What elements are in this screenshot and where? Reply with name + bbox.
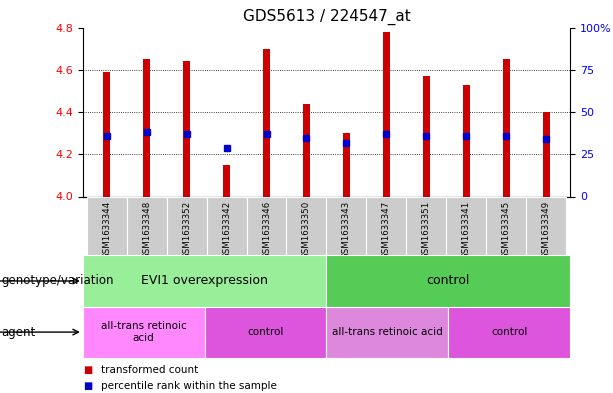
Bar xyxy=(83,255,326,307)
Text: control: control xyxy=(427,274,470,288)
Text: GSM1633349: GSM1633349 xyxy=(542,201,550,259)
Text: EVI1 overexpression: EVI1 overexpression xyxy=(141,274,268,288)
Text: GSM1633351: GSM1633351 xyxy=(422,201,431,259)
Bar xyxy=(486,196,526,255)
Bar xyxy=(167,196,207,255)
Bar xyxy=(183,61,190,196)
Bar xyxy=(463,84,470,196)
Text: control: control xyxy=(491,327,527,337)
Text: all-trans retinoic
acid: all-trans retinoic acid xyxy=(101,321,186,343)
Text: transformed count: transformed count xyxy=(101,365,199,375)
Bar xyxy=(286,196,326,255)
Bar xyxy=(343,133,350,196)
Text: GSM1633343: GSM1633343 xyxy=(342,201,351,259)
Bar xyxy=(143,59,150,196)
Text: GSM1633350: GSM1633350 xyxy=(302,201,311,259)
Bar xyxy=(303,103,310,196)
Bar xyxy=(406,196,446,255)
Bar xyxy=(87,196,127,255)
Text: GSM1633347: GSM1633347 xyxy=(382,201,391,259)
Text: GSM1633346: GSM1633346 xyxy=(262,201,271,259)
Text: control: control xyxy=(247,327,284,337)
Bar xyxy=(423,76,430,196)
Bar xyxy=(503,59,510,196)
Text: genotype/variation: genotype/variation xyxy=(1,274,114,288)
Text: GSM1633352: GSM1633352 xyxy=(182,201,191,259)
Text: percentile rank within the sample: percentile rank within the sample xyxy=(101,381,277,391)
Text: GSM1633345: GSM1633345 xyxy=(501,201,511,259)
Bar xyxy=(448,307,570,358)
Text: ■: ■ xyxy=(83,381,92,391)
Bar xyxy=(326,307,448,358)
Bar xyxy=(446,196,486,255)
Text: all-trans retinoic acid: all-trans retinoic acid xyxy=(332,327,443,337)
Text: GSM1633348: GSM1633348 xyxy=(142,201,151,259)
Text: GSM1633341: GSM1633341 xyxy=(462,201,471,259)
Text: GSM1633342: GSM1633342 xyxy=(222,201,231,259)
Bar xyxy=(83,307,205,358)
Bar xyxy=(246,196,286,255)
Bar xyxy=(526,196,566,255)
Bar xyxy=(223,165,230,196)
Bar xyxy=(543,112,550,196)
Bar xyxy=(326,255,570,307)
Bar xyxy=(367,196,406,255)
Bar xyxy=(327,196,367,255)
Text: agent: agent xyxy=(1,325,36,339)
Bar xyxy=(103,72,110,196)
Bar xyxy=(207,196,246,255)
Bar xyxy=(383,32,390,196)
Bar xyxy=(127,196,167,255)
Title: GDS5613 / 224547_at: GDS5613 / 224547_at xyxy=(243,9,410,25)
Text: GSM1633344: GSM1633344 xyxy=(102,201,111,259)
Bar xyxy=(205,307,327,358)
Bar xyxy=(263,49,270,196)
Text: ■: ■ xyxy=(83,365,92,375)
